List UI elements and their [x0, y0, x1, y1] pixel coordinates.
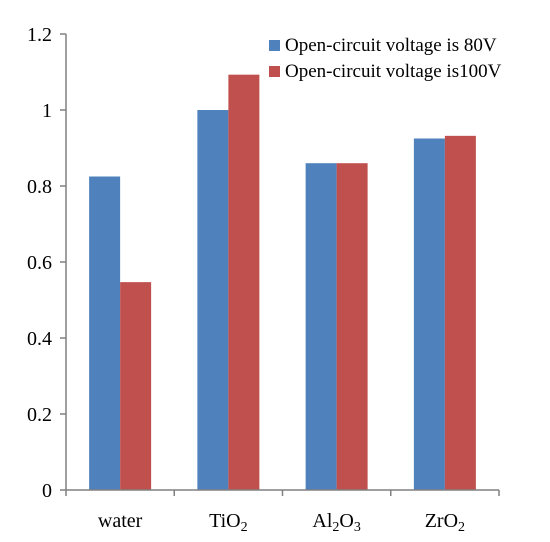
legend-label: Open-circuit voltage is100V — [285, 61, 502, 82]
bar-TiO2-series-2 — [228, 74, 260, 490]
x-category-label: TiO2 — [209, 510, 248, 535]
x-category-label: ZrO2 — [425, 510, 465, 535]
y-tick-label: 0 — [42, 480, 52, 502]
legend-swatch — [269, 40, 280, 51]
bar-water-series-1 — [89, 176, 121, 490]
y-tick-label: 0.6 — [27, 252, 52, 274]
y-ticks-group: 0 0.2 0.4 0.6 0.8 1 1.2 — [27, 24, 66, 502]
bar-TiO2-series-1 — [197, 110, 229, 490]
y-tick-label: 0.8 — [27, 176, 52, 198]
bar-Al2O3-series-1 — [305, 163, 337, 490]
bar-Al2O3-series-2 — [336, 163, 368, 490]
bar-ZrO2-series-1 — [413, 138, 445, 490]
bar-ZrO2-series-2 — [444, 135, 476, 490]
legend-swatch — [269, 66, 280, 77]
y-tick-label: 1 — [42, 100, 52, 122]
x-category-label: water — [98, 510, 143, 532]
y-tick-label: 1.2 — [27, 24, 52, 46]
y-tick-label: 0.4 — [27, 328, 52, 350]
bar-water-series-2 — [120, 282, 152, 490]
y-tick-label: 0.2 — [27, 404, 52, 426]
x-labels-group: water TiO2 Al2O3 ZrO2 — [65, 490, 500, 535]
x-category-label: Al2O3 — [312, 510, 360, 535]
bars-group — [89, 74, 476, 490]
legend-label: Open-circuit voltage is 80V — [285, 35, 497, 56]
legend: Open-circuit voltage is 80V Open-circuit … — [269, 35, 502, 82]
